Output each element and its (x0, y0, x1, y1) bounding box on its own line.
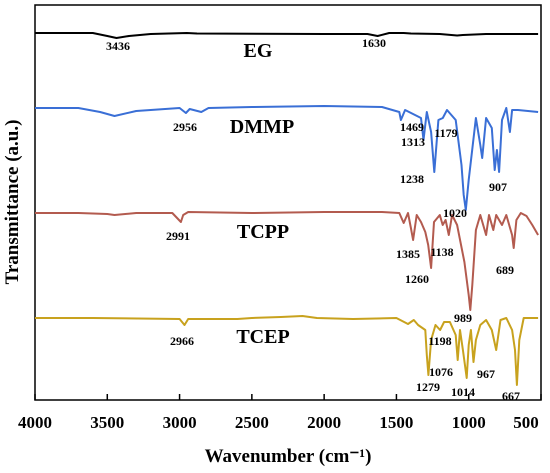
peak-label-tcpp-989: 989 (454, 311, 472, 325)
peak-label-eg-3436: 3436 (106, 39, 130, 53)
series-label-dmmp: DMMP (230, 116, 294, 138)
plot-frame (34, 4, 542, 401)
x-tick-label-1000: 1000 (452, 413, 486, 432)
peak-label-tcep-1076: 1076 (429, 365, 453, 379)
peak-label-dmmp-1020: 1020 (443, 206, 467, 220)
x-tick-label-3000: 3000 (163, 413, 197, 432)
series-line-tcep (35, 315, 539, 386)
peak-label-dmmp-1313: 1313 (401, 135, 425, 149)
peak-label-tcpp-689: 689 (496, 263, 514, 277)
series-layer (35, 32, 539, 386)
peak-label-tcpp-2991: 2991 (166, 229, 190, 243)
x-tick-label-2500: 2500 (235, 413, 269, 432)
peak-label-tcpp-1260: 1260 (405, 272, 429, 286)
peak-label-tcep-667: 667 (502, 389, 520, 403)
peak-label-eg-1630: 1630 (362, 36, 386, 50)
series-line-tcpp (35, 211, 539, 311)
series-line-dmmp (35, 105, 539, 211)
x-tick-label-2000: 2000 (307, 413, 341, 432)
series-line-eg (35, 32, 539, 39)
peak-label-tcep-1279: 1279 (416, 380, 440, 394)
x-axis-title: Wavenumber (cm⁻¹) (205, 446, 372, 467)
peak-label-tcep-1198: 1198 (428, 334, 451, 348)
series-label-tcpp: TCPP (237, 221, 289, 243)
peak-label-dmmp-2956: 2956 (173, 120, 197, 134)
y-axis-title: Transmittance (a.u.) (2, 120, 23, 285)
x-tick-label-500: 500 (513, 413, 539, 432)
series-labels: EG DMMP TCPP TCEP (230, 40, 294, 348)
peak-label-tcep-967: 967 (477, 367, 495, 381)
x-tick-label-3500: 3500 (90, 413, 124, 432)
peak-label-dmmp-1179: 1179 (434, 126, 457, 140)
peak-label-dmmp-1469: 1469 (400, 120, 424, 134)
peak-label-dmmp-907: 907 (489, 180, 507, 194)
peak-label-dmmp-1238: 1238 (400, 172, 424, 186)
x-tick-label-1500: 1500 (379, 413, 413, 432)
peak-label-tcpp-1385: 1385 (396, 247, 420, 261)
peak-label-tcep-2966: 2966 (170, 334, 194, 348)
series-label-tcep: TCEP (236, 326, 289, 348)
x-tick-label-4000: 4000 (18, 413, 52, 432)
x-axis-ticks: 4000 3500 3000 2500 2000 1500 1000 500 (18, 394, 542, 432)
peak-label-tcpp-1138: 1138 (430, 245, 453, 259)
series-label-eg: EG (244, 40, 273, 62)
peak-label-tcep-1014: 1014 (451, 385, 475, 399)
